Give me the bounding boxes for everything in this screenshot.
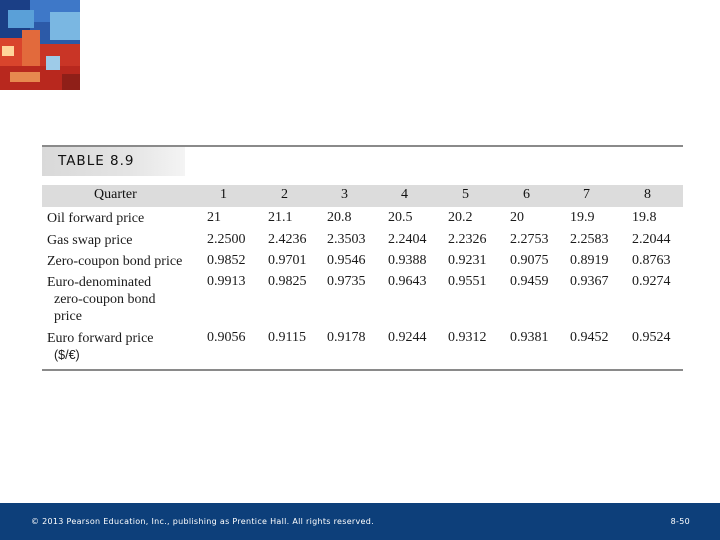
table-cell: 20 bbox=[510, 210, 524, 225]
table-cell: 0.9388 bbox=[388, 253, 427, 268]
header-quarter-1: 1 bbox=[220, 187, 227, 202]
table-cell: 19.8 bbox=[632, 210, 657, 225]
table-body: Oil forward price 21 21.1 20.8 20.5 20.2 20 19.… bbox=[42, 207, 683, 369]
footer-copyright: © 2013 Pearson Education, Inc., publishi… bbox=[31, 517, 375, 526]
table-cell: 0.9452 bbox=[570, 330, 609, 345]
table-header-row: Quarter 1 2 3 4 5 6 7 8 bbox=[42, 185, 683, 207]
table-cell: 2.2326 bbox=[448, 232, 487, 247]
table-cell: 0.9367 bbox=[570, 274, 609, 289]
table-cell: 0.9643 bbox=[388, 274, 427, 289]
header-quarter-label: Quarter bbox=[94, 187, 137, 202]
row-label: Oil forward price bbox=[47, 211, 145, 226]
table-cell: 0.9274 bbox=[632, 274, 671, 289]
row-label-line: Euro forward price bbox=[47, 331, 154, 346]
footer-bar: © 2013 Pearson Education, Inc., publishi… bbox=[0, 503, 720, 540]
table-cell: 0.9546 bbox=[327, 253, 366, 268]
table-top-rule bbox=[42, 145, 683, 147]
header-quarter-5: 5 bbox=[462, 187, 469, 202]
table-cell: 20.5 bbox=[388, 210, 413, 225]
table-cell: 0.9231 bbox=[448, 253, 487, 268]
table-cell: 0.9701 bbox=[268, 253, 307, 268]
table-cell: 2.2583 bbox=[570, 232, 609, 247]
table-cell: 0.8919 bbox=[570, 253, 609, 268]
header-quarter-4: 4 bbox=[401, 187, 408, 202]
table-cell: 2.4236 bbox=[268, 232, 307, 247]
financial-table: TABLE 8.9 Quarter 1 2 3 4 5 6 7 8 Oil forward p… bbox=[42, 145, 683, 371]
table-cell: 0.9312 bbox=[448, 330, 487, 345]
row-label-line: ($/€) bbox=[54, 348, 80, 362]
table-cell: 0.9244 bbox=[388, 330, 427, 345]
table-cell: 0.8763 bbox=[632, 253, 671, 268]
table-cell: 2.2044 bbox=[632, 232, 671, 247]
row-label: Gas swap price bbox=[47, 233, 133, 248]
table-cell: 0.9075 bbox=[510, 253, 549, 268]
table-cell: 2.2404 bbox=[388, 232, 427, 247]
row-label-line: price bbox=[54, 309, 82, 324]
header-quarter-6: 6 bbox=[523, 187, 530, 202]
table-cell: 0.9381 bbox=[510, 330, 549, 345]
table-cell: 21.1 bbox=[268, 210, 293, 225]
header-quarter-8: 8 bbox=[644, 187, 651, 202]
table-cell: 0.9524 bbox=[632, 330, 671, 345]
table-cell: 0.9551 bbox=[448, 274, 487, 289]
table-cell: 0.9459 bbox=[510, 274, 549, 289]
table-bottom-rule bbox=[42, 369, 683, 371]
table-cell: 2.2753 bbox=[510, 232, 549, 247]
row-label-line: zero-coupon bond bbox=[54, 292, 156, 307]
corner-decorative-art bbox=[0, 0, 80, 90]
table-cell: 0.9115 bbox=[268, 330, 306, 345]
table-cell: 0.9735 bbox=[327, 274, 366, 289]
row-label: Zero-coupon bond price bbox=[47, 254, 183, 269]
table-cell: 0.9852 bbox=[207, 253, 246, 268]
table-cell: 0.9913 bbox=[207, 274, 246, 289]
table-title: TABLE 8.9 bbox=[42, 147, 185, 176]
header-quarter-2: 2 bbox=[281, 187, 288, 202]
table-cell: 0.9825 bbox=[268, 274, 307, 289]
table-cell: 20.8 bbox=[327, 210, 352, 225]
row-label-line: Euro-denominated bbox=[47, 275, 152, 290]
header-quarter-3: 3 bbox=[341, 187, 348, 202]
table-cell: 21 bbox=[207, 210, 221, 225]
table-cell: 0.9178 bbox=[327, 330, 366, 345]
header-quarter-7: 7 bbox=[583, 187, 590, 202]
table-cell: 2.3503 bbox=[327, 232, 366, 247]
table-cell: 0.9056 bbox=[207, 330, 246, 345]
table-cell: 2.2500 bbox=[207, 232, 246, 247]
table-cell: 20.2 bbox=[448, 210, 473, 225]
footer-page-number: 8-50 bbox=[670, 517, 690, 526]
table-cell: 19.9 bbox=[570, 210, 595, 225]
